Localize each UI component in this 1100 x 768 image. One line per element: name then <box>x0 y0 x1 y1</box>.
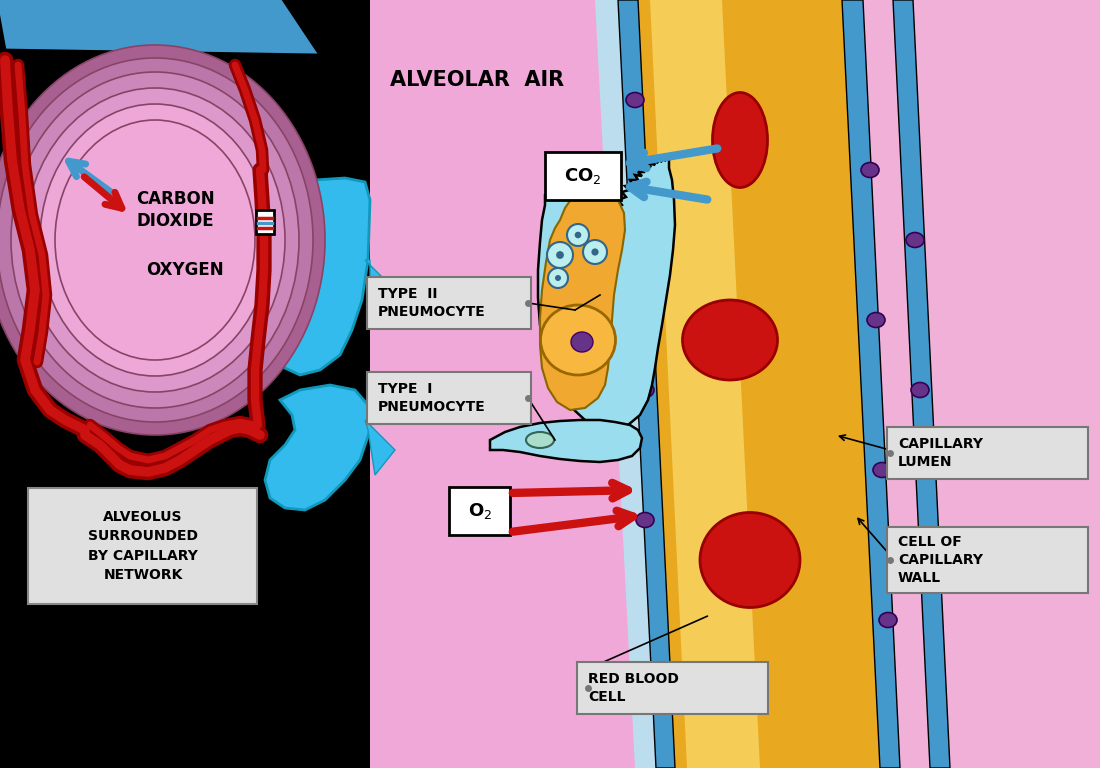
Ellipse shape <box>0 58 314 422</box>
Ellipse shape <box>11 72 299 408</box>
Ellipse shape <box>557 251 564 259</box>
Ellipse shape <box>571 332 593 352</box>
Text: ALVEOLUS
SURROUNDED
BY CAPILLARY
NETWORK: ALVEOLUS SURROUNDED BY CAPILLARY NETWORK <box>88 510 198 582</box>
Text: CAPILLARY
LUMEN: CAPILLARY LUMEN <box>898 437 983 469</box>
Polygon shape <box>265 385 370 510</box>
FancyBboxPatch shape <box>367 277 531 329</box>
Text: OXYGEN: OXYGEN <box>146 261 223 279</box>
Polygon shape <box>595 0 660 768</box>
Ellipse shape <box>540 305 616 375</box>
Ellipse shape <box>636 512 654 528</box>
FancyBboxPatch shape <box>367 372 531 424</box>
Ellipse shape <box>867 313 886 327</box>
Ellipse shape <box>629 237 647 253</box>
FancyBboxPatch shape <box>544 152 622 200</box>
Ellipse shape <box>879 613 896 627</box>
Ellipse shape <box>626 92 644 108</box>
Polygon shape <box>278 178 370 375</box>
Text: CARBON
DIOXIDE: CARBON DIOXIDE <box>135 190 214 230</box>
FancyBboxPatch shape <box>887 427 1088 479</box>
Ellipse shape <box>25 88 285 392</box>
Ellipse shape <box>526 432 554 448</box>
FancyBboxPatch shape <box>887 527 1088 593</box>
FancyBboxPatch shape <box>28 488 257 604</box>
Polygon shape <box>365 420 395 475</box>
Ellipse shape <box>916 532 934 548</box>
Text: CELL OF
CAPILLARY
WALL: CELL OF CAPILLARY WALL <box>898 535 983 585</box>
Polygon shape <box>490 420 642 462</box>
Ellipse shape <box>636 382 654 398</box>
Ellipse shape <box>0 45 324 435</box>
Ellipse shape <box>682 300 778 380</box>
Polygon shape <box>618 0 675 768</box>
Text: CO$_2$: CO$_2$ <box>564 166 602 186</box>
Polygon shape <box>913 0 1100 768</box>
Ellipse shape <box>548 268 568 288</box>
Text: O$_2$: O$_2$ <box>468 501 492 521</box>
Text: ALVEOLAR  AIR: ALVEOLAR AIR <box>390 70 564 90</box>
Ellipse shape <box>700 512 800 607</box>
Ellipse shape <box>583 240 607 264</box>
Polygon shape <box>650 0 760 768</box>
Ellipse shape <box>911 382 930 398</box>
Ellipse shape <box>556 275 561 281</box>
Ellipse shape <box>861 163 879 177</box>
Polygon shape <box>365 260 385 310</box>
Polygon shape <box>0 0 320 55</box>
Polygon shape <box>538 156 675 430</box>
Text: RED BLOOD
CELL: RED BLOOD CELL <box>588 672 679 704</box>
Ellipse shape <box>873 462 891 478</box>
Text: TYPE  I
PNEUMOCYTE: TYPE I PNEUMOCYTE <box>378 382 486 414</box>
FancyBboxPatch shape <box>578 662 768 714</box>
Ellipse shape <box>713 92 768 187</box>
FancyBboxPatch shape <box>449 487 510 535</box>
Polygon shape <box>893 0 950 768</box>
Ellipse shape <box>547 242 573 268</box>
Ellipse shape <box>592 248 598 256</box>
Polygon shape <box>842 0 900 768</box>
Ellipse shape <box>40 104 270 376</box>
Polygon shape <box>864 0 930 768</box>
Polygon shape <box>638 0 880 768</box>
Ellipse shape <box>55 120 255 360</box>
Text: TYPE  II
PNEUMOCYTE: TYPE II PNEUMOCYTE <box>378 286 486 319</box>
Polygon shape <box>540 190 625 410</box>
Polygon shape <box>370 0 1100 768</box>
Ellipse shape <box>906 233 924 247</box>
Ellipse shape <box>566 224 588 246</box>
Ellipse shape <box>574 232 581 238</box>
Bar <box>256 210 274 234</box>
